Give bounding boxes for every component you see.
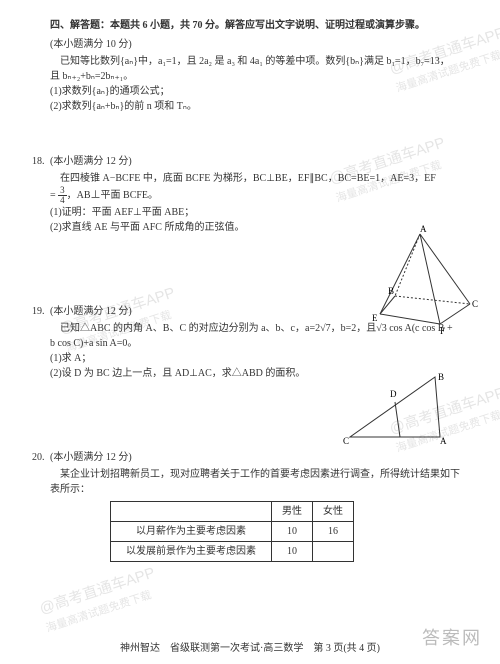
problem-title: (本小题满分 12 分) bbox=[50, 304, 470, 319]
section-header: 四、解答题：本题共 6 小题，共 70 分。解答应写出文字说明、证明过程或演算步… bbox=[50, 18, 470, 33]
problem-q2: (2)求数列{aₙ+bₙ}的前 n 项和 Tₙ。 bbox=[50, 99, 470, 114]
vertex-label: A bbox=[440, 436, 447, 446]
problem-title: (本小题满分 12 分) bbox=[50, 154, 470, 169]
vertex-label: C bbox=[472, 299, 478, 309]
problem-body: 表所示： bbox=[50, 482, 470, 497]
triangle-figure: B C A D bbox=[340, 372, 450, 447]
problem-body: 且 bₙ₊₂+bₙ=2bₙ₊₁。 bbox=[50, 69, 470, 84]
table-row: 以发展前景作为主要考虑因素 10 bbox=[111, 542, 354, 562]
problem-17: (本小题满分 10 分) 已知等比数列{aₙ}中，a₁=1，且 2a₂ 是 a₃… bbox=[50, 37, 470, 114]
problem-19: 19. (本小题满分 12 分) 已知△ABC 的内角 A、B、C 的对应边分别… bbox=[50, 304, 470, 381]
problem-20: 20. (本小题满分 12 分) 某企业计划招聘新员工，现对应聘者关于工作的首要… bbox=[50, 450, 470, 562]
problem-q1: (1)求 A； bbox=[50, 351, 470, 366]
problem-body: b cos C)+a sin A=0。 bbox=[50, 336, 470, 351]
watermark: @高考直通车APP 海量高清试题免费下载 bbox=[37, 562, 163, 636]
vertex-label: D bbox=[390, 389, 397, 399]
problem-title: (本小题满分 10 分) bbox=[50, 37, 470, 52]
vertex-label: B bbox=[388, 286, 394, 296]
table-row: 男性 女性 bbox=[111, 502, 354, 522]
problem-body: 已知等比数列{aₙ}中，a₁=1，且 2a₂ 是 a₃ 和 4a₁ 的等差中项。… bbox=[50, 54, 470, 69]
problem-q1: (1)证明：平面 AEF⊥平面 ABE； bbox=[50, 205, 470, 220]
problem-body: = 34，AB⊥平面 BCFE。 bbox=[50, 186, 470, 205]
answer-watermark: 答案网 bbox=[422, 625, 482, 652]
table-row: 以月薪作为主要考虑因素 10 16 bbox=[111, 522, 354, 542]
exam-page: @高考直通车APP 海量高清试题免费下载 @高考直通车APP 海量高清试题免费下… bbox=[0, 0, 500, 664]
problem-number: 19. bbox=[32, 304, 45, 319]
problem-18: 18. (本小题满分 12 分) 在四棱锥 A−BCFE 中，底面 BCFE 为… bbox=[50, 154, 470, 235]
vertex-label: C bbox=[343, 436, 349, 446]
problem-number: 18. bbox=[32, 154, 45, 169]
vertex-label: B bbox=[438, 372, 444, 382]
problem-title: (本小题满分 12 分) bbox=[50, 450, 470, 465]
problem-body: 某企业计划招聘新员工，现对应聘者关于工作的首要考虑因素进行调查，所得统计结果如下 bbox=[50, 467, 470, 482]
survey-table: 男性 女性 以月薪作为主要考虑因素 10 16 以发展前景作为主要考虑因素 10 bbox=[110, 501, 354, 562]
vertex-label: A bbox=[420, 224, 427, 234]
problem-body: 在四棱锥 A−BCFE 中，底面 BCFE 为梯形，BC⊥BE，EF∥BC，BC… bbox=[50, 171, 470, 186]
problem-body: 已知△ABC 的内角 A、B、C 的对应边分别为 a、b、c，a=2√7，b=2… bbox=[50, 321, 470, 336]
problem-number: 20. bbox=[32, 450, 45, 465]
problem-q1: (1)求数列{aₙ}的通项公式； bbox=[50, 84, 470, 99]
